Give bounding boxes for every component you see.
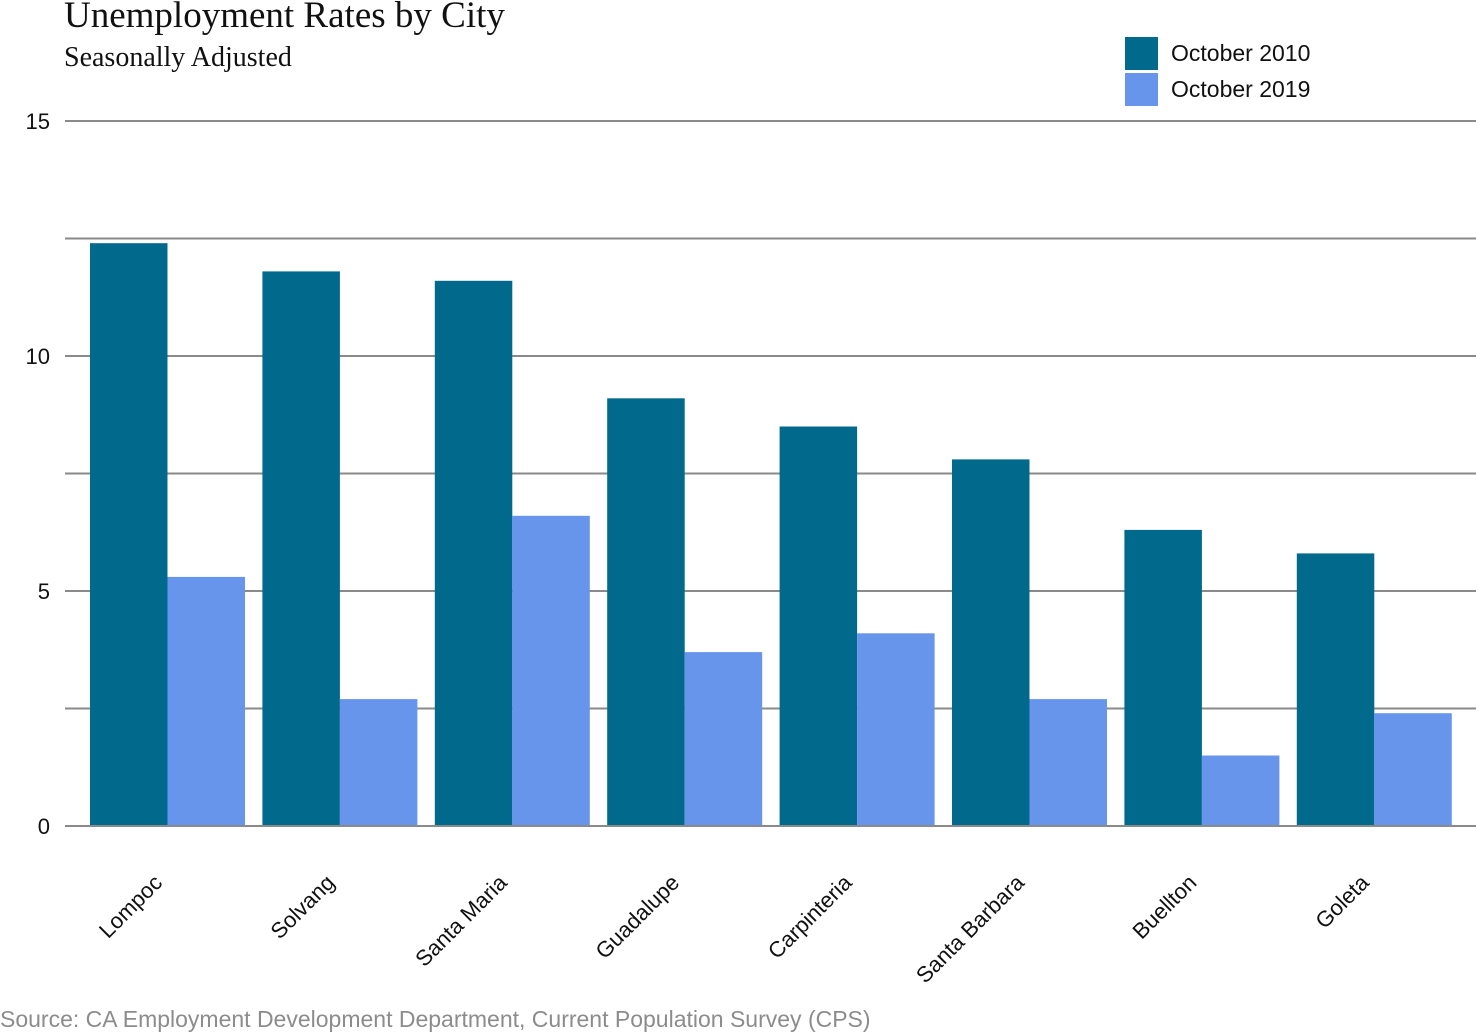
bars — [65, 243, 1476, 827]
x-category-label: Goleta — [1310, 869, 1374, 933]
bar-solvang-october-2010 — [262, 271, 340, 826]
bar-santa-barbara-october-2019 — [1029, 699, 1107, 826]
bar-santa-barbara-october-2010 — [952, 459, 1030, 826]
bar-lompoc-october-2019 — [167, 576, 245, 826]
legend: October 2010 October 2019 — [1125, 36, 1310, 108]
y-tick-label: 15 — [26, 109, 50, 134]
y-axis-ticks: 0 5 10 15 — [26, 109, 50, 839]
bar-santa-maria-october-2019 — [512, 515, 590, 826]
bar-carpinteria-october-2019 — [857, 633, 935, 826]
legend-label-october-2010: October 2010 — [1171, 39, 1311, 66]
chart-title: Unemployment Rates by City — [64, 0, 505, 36]
chart-subtitle: Seasonally Adjusted — [64, 42, 292, 73]
x-axis-labels: Lompoc Solvang Santa Maria Guadalupe Carpint… — [94, 869, 1374, 988]
bar-guadalupe-october-2010 — [607, 398, 685, 826]
legend-swatch-october-2019 — [1125, 72, 1158, 106]
bar-buellton-october-2010 — [1124, 529, 1202, 826]
bar-solvang-october-2019 — [339, 699, 418, 826]
legend-item-october-2010: October 2010 — [1125, 36, 1310, 70]
legend-item-october-2019: October 2019 — [1125, 72, 1310, 106]
bar-carpinteria-october-2010 — [779, 426, 858, 826]
x-category-label: Santa Barbara — [911, 869, 1030, 988]
bar-buellton-october-2019 — [1201, 755, 1280, 826]
x-category-label: Carpinteria — [763, 869, 857, 963]
x-category-label: Lompoc — [94, 870, 167, 943]
bar-goleta-october-2019 — [1374, 713, 1452, 826]
x-category-label: Santa Maria — [410, 869, 512, 971]
x-category-label: Buellton — [1128, 870, 1202, 944]
source-note: Source: CA Employment Development Depart… — [0, 1006, 871, 1032]
y-tick-label: 5 — [38, 579, 50, 604]
bar-lompoc-october-2010 — [90, 243, 168, 826]
legend-label-october-2019: October 2019 — [1171, 75, 1311, 102]
x-category-label: Solvang — [266, 870, 340, 944]
bar-goleta-october-2010 — [1296, 553, 1375, 826]
legend-swatch-october-2010 — [1125, 36, 1158, 70]
y-tick-label: 0 — [38, 814, 50, 839]
bar-santa-maria-october-2010 — [434, 280, 513, 826]
bar-guadalupe-october-2019 — [684, 652, 763, 826]
y-tick-label: 10 — [26, 344, 50, 369]
x-category-label: Guadalupe — [590, 870, 684, 964]
